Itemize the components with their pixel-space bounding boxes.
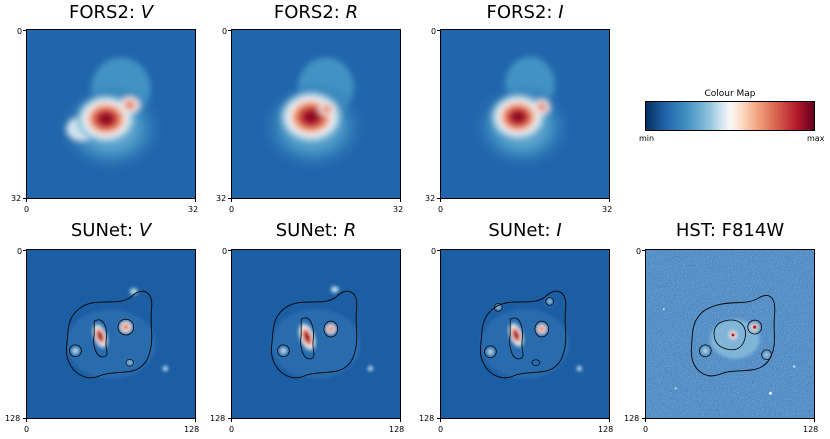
tick-x-left: 0 bbox=[24, 205, 30, 214]
sunet-i-image bbox=[440, 249, 610, 419]
tick-x-right: 128 bbox=[803, 425, 819, 434]
hst-f814w-image bbox=[645, 249, 815, 419]
panel-title: FORS2: V bbox=[68, 2, 154, 23]
panel-fors2-i: FORS2: I 0 32 0 32 bbox=[425, 0, 613, 220]
sunet-v-image bbox=[26, 249, 196, 419]
tick-y-top: 0 bbox=[17, 27, 23, 36]
panel-title: HST: F814W bbox=[675, 220, 785, 241]
tick-x-left: 0 bbox=[24, 425, 30, 434]
tick-x-right: 128 bbox=[598, 425, 614, 434]
tick-y-bottom: 32 bbox=[425, 194, 436, 203]
panel-sunet-r: SUNet: R 0 128 0 128 bbox=[210, 218, 405, 439]
panel-sunet-i: SUNet: I 0 128 0 128 bbox=[419, 218, 614, 439]
colour-map-title: Colour Map bbox=[704, 89, 756, 99]
panel-hst-f814w: HST: F814W 0 128 0 bbox=[624, 218, 819, 439]
tick-x-right: 32 bbox=[602, 205, 613, 214]
panel-title: SUNet: I bbox=[488, 220, 562, 241]
tick-x-left: 0 bbox=[229, 205, 235, 214]
tick-y-top: 0 bbox=[636, 247, 642, 256]
tick-x-right: 128 bbox=[389, 425, 405, 434]
sunet-r-image bbox=[231, 249, 401, 419]
panel-sunet-v: SUNet: V 0 128 0 128 bbox=[5, 218, 200, 439]
tick-y-bottom: 32 bbox=[216, 194, 227, 203]
tick-y-top: 0 bbox=[222, 27, 228, 36]
panel-title: SUNet: R bbox=[275, 220, 357, 241]
panel-fors2-r: FORS2: R 0 32 0 32 bbox=[216, 0, 404, 220]
tick-x-left: 0 bbox=[229, 425, 235, 434]
tick-y-top: 0 bbox=[17, 247, 23, 256]
tick-x-left: 0 bbox=[438, 425, 444, 434]
tick-y-bottom: 128 bbox=[419, 414, 435, 423]
tick-y-top: 0 bbox=[431, 27, 437, 36]
tick-x-right: 32 bbox=[188, 205, 199, 214]
tick-x-left: 0 bbox=[643, 425, 649, 434]
tick-y-bottom: 32 bbox=[11, 194, 22, 203]
fors2-v-image bbox=[26, 29, 196, 199]
tick-x-left: 0 bbox=[438, 205, 444, 214]
tick-x-right: 32 bbox=[393, 205, 404, 214]
fors2-r-image bbox=[231, 29, 401, 199]
tick-y-bottom: 128 bbox=[5, 414, 21, 423]
tick-y-top: 0 bbox=[222, 247, 228, 256]
panel-title: SUNet: V bbox=[70, 220, 152, 241]
colour-map-bar bbox=[645, 101, 815, 131]
panel-fors2-v: FORS2: V 0 32 0 32 bbox=[11, 0, 199, 220]
tick-y-top: 0 bbox=[431, 247, 437, 256]
colour-map-min-label: min bbox=[639, 134, 655, 143]
panel-title: FORS2: I bbox=[486, 2, 564, 23]
tick-x-right: 128 bbox=[184, 425, 200, 434]
fors2-i-image bbox=[440, 29, 610, 199]
tick-y-bottom: 128 bbox=[624, 414, 640, 423]
tick-y-bottom: 128 bbox=[210, 414, 226, 423]
colour-map-max-label: max bbox=[807, 134, 825, 143]
panel-title: FORS2: R bbox=[273, 2, 359, 23]
